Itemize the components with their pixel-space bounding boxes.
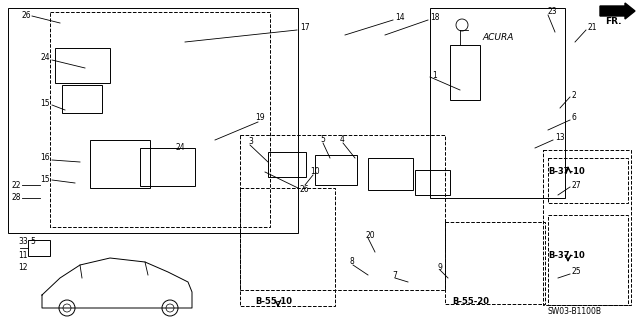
Bar — [548, 158, 628, 203]
Text: ACURA: ACURA — [483, 33, 514, 42]
Text: 7: 7 — [392, 271, 397, 279]
Bar — [90, 140, 150, 188]
Bar — [415, 170, 450, 195]
Text: SW03-B1100B: SW03-B1100B — [548, 308, 602, 316]
Bar — [240, 188, 335, 306]
Text: 15: 15 — [40, 175, 50, 184]
Text: 5: 5 — [30, 238, 35, 247]
Text: 28: 28 — [12, 194, 22, 203]
Text: B-37-10: B-37-10 — [548, 167, 585, 176]
Text: 33: 33 — [18, 238, 28, 247]
Text: 5: 5 — [320, 136, 325, 145]
Text: B-55-10: B-55-10 — [255, 298, 292, 307]
Text: 21: 21 — [588, 24, 598, 33]
Text: 24: 24 — [175, 144, 184, 152]
Text: 26: 26 — [22, 11, 31, 20]
Text: 26: 26 — [300, 186, 310, 195]
Bar — [315, 155, 357, 185]
Bar — [368, 158, 413, 190]
Text: 17: 17 — [300, 24, 310, 33]
Bar — [430, 8, 565, 198]
Text: 23: 23 — [548, 8, 557, 17]
Bar — [55, 48, 110, 83]
Bar — [62, 85, 102, 113]
Text: 19: 19 — [255, 114, 264, 122]
Bar — [548, 215, 628, 305]
Text: 14: 14 — [395, 13, 404, 23]
Bar — [8, 8, 298, 233]
Text: B-37-10: B-37-10 — [548, 250, 585, 259]
Text: 11: 11 — [18, 251, 28, 261]
Text: FR.: FR. — [605, 18, 621, 26]
Text: 22: 22 — [12, 181, 22, 189]
Bar — [140, 148, 195, 186]
Text: 4: 4 — [340, 136, 345, 145]
Text: 9: 9 — [438, 263, 443, 272]
Text: 1: 1 — [432, 70, 436, 79]
Text: B-55-20: B-55-20 — [452, 298, 489, 307]
Text: 18: 18 — [430, 13, 440, 23]
Text: 8: 8 — [350, 257, 355, 266]
Text: 12: 12 — [18, 263, 28, 272]
Bar — [543, 150, 631, 305]
Text: 20: 20 — [365, 231, 374, 240]
Text: 24: 24 — [40, 54, 50, 63]
Bar — [240, 135, 445, 290]
Bar — [268, 152, 306, 177]
Text: 10: 10 — [310, 167, 319, 176]
Text: 16: 16 — [40, 153, 50, 162]
Text: 15: 15 — [40, 99, 50, 108]
Text: 27: 27 — [572, 181, 582, 189]
Bar — [50, 12, 270, 227]
Text: 6: 6 — [572, 114, 577, 122]
Text: 25: 25 — [572, 268, 582, 277]
Text: 2: 2 — [572, 91, 577, 100]
Bar — [28, 240, 50, 256]
Bar — [450, 45, 480, 100]
Polygon shape — [600, 3, 635, 19]
Bar — [445, 222, 545, 304]
Text: 3: 3 — [248, 137, 253, 146]
Text: 13: 13 — [555, 133, 564, 143]
